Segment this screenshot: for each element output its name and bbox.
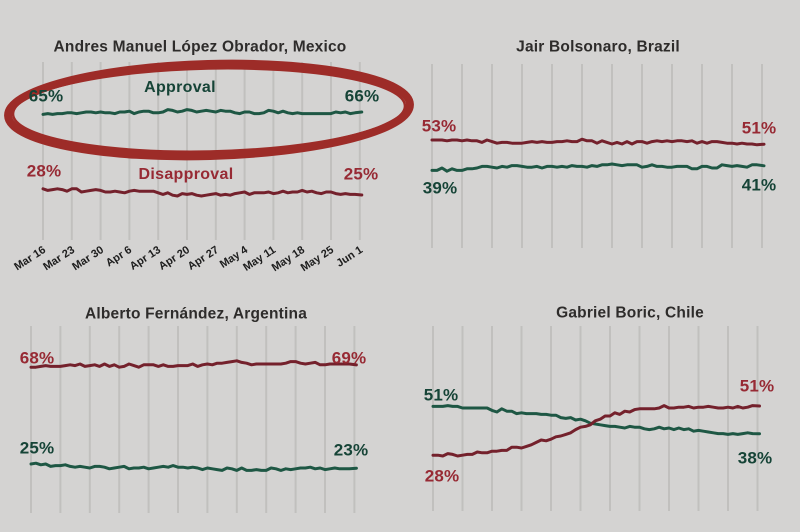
- chile-approval-start-value: 51%: [423, 385, 459, 405]
- argentina-approval-line: [29, 461, 358, 472]
- brazil-approval-start-value: 39%: [422, 178, 458, 198]
- chart-title-chile: Gabriel Boric, Chile: [556, 304, 704, 322]
- argentina-approval-start-value: 25%: [19, 438, 55, 458]
- brazil-approval-line: [430, 162, 766, 173]
- chart-title-mexico: Andres Manuel López Obrador, Mexico: [53, 38, 347, 56]
- argentina-approval-end-value: 23%: [333, 440, 369, 460]
- mexico-approval-line-label: Approval: [144, 79, 216, 96]
- argentina-disapproval-line: [29, 359, 358, 369]
- chile-approval-end-value: 38%: [737, 448, 773, 468]
- chile-disapproval-start-value: 28%: [424, 466, 460, 486]
- brazil-disapproval-line: [430, 137, 766, 147]
- chart-title-brazil: Jair Bolsonaro, Brazil: [516, 38, 680, 56]
- mexico-disapproval-line: [41, 187, 364, 198]
- mexico-disapproval-end-value: 25%: [343, 164, 379, 184]
- brazil-approval-end-value: 41%: [741, 175, 777, 195]
- argentina-disapproval-end-value: 69%: [331, 348, 367, 368]
- brazil-disapproval-start-value: 53%: [421, 116, 457, 136]
- mexico-approval-start-value: 65%: [28, 86, 64, 106]
- mexico-disapproval-line-label: Disapproval: [138, 166, 234, 183]
- brazil-disapproval-end-value: 51%: [741, 118, 777, 138]
- mexico-disapproval-start-value: 28%: [26, 161, 62, 181]
- mexico-approval-line: [41, 108, 364, 116]
- chart-title-argentina: Alberto Fernández, Argentina: [84, 305, 308, 323]
- highlight-ellipse: [4, 59, 414, 161]
- chile-disapproval-end-value: 51%: [739, 376, 775, 396]
- chile-approval-line: [431, 404, 761, 436]
- chile-disapproval-line: [431, 404, 761, 458]
- mexico-approval-end-value: 66%: [344, 86, 380, 106]
- argentina-disapproval-start-value: 68%: [19, 348, 55, 368]
- highlight-ellipse-inner-stroke: [11, 67, 407, 153]
